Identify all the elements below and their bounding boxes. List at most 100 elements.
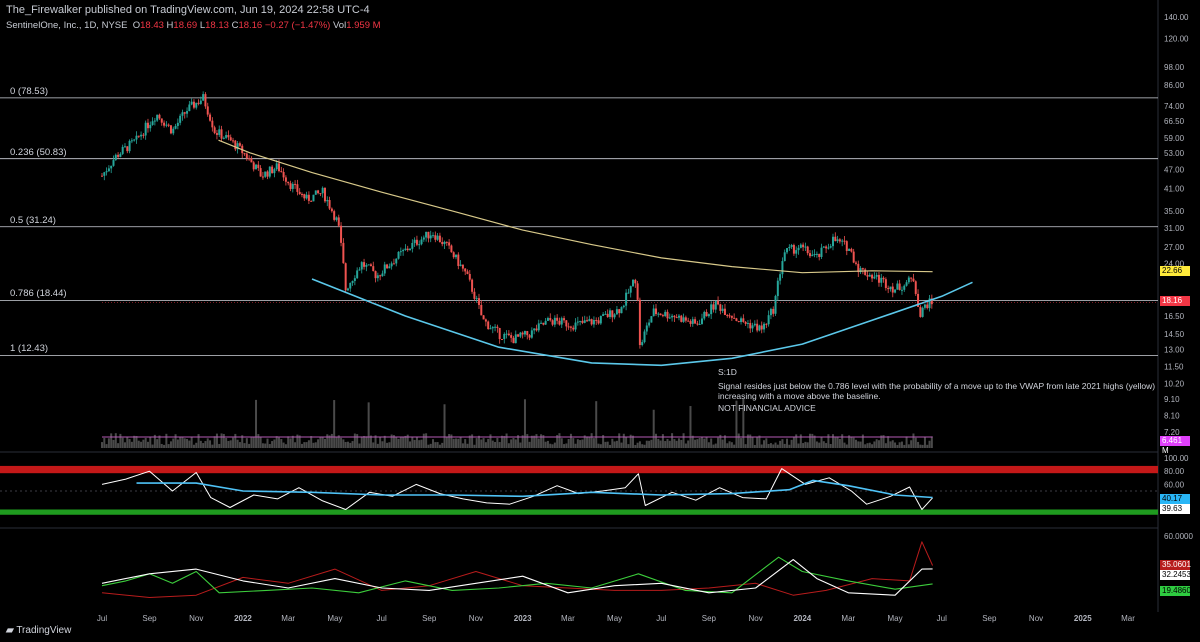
volume-bar (452, 438, 455, 448)
candle-body (861, 268, 864, 270)
volume-bar (735, 400, 738, 448)
volume-bar (517, 435, 520, 448)
volume-bar (296, 434, 299, 448)
candle-body (287, 181, 290, 184)
volume-bar (604, 441, 607, 448)
candle-body (530, 330, 533, 338)
candle-body (625, 292, 628, 306)
dmi-plus-line (101, 556, 933, 594)
candle-body (751, 325, 754, 329)
volume-bar (199, 440, 202, 448)
candle-body (386, 264, 389, 269)
candle-body (179, 115, 182, 123)
candle-body (834, 236, 837, 242)
volume-bar (726, 443, 729, 448)
tradingview-logo-icon: ▰ (6, 625, 14, 636)
volume-bar (323, 438, 326, 448)
candle-body (712, 304, 715, 310)
volume-bar (829, 444, 832, 448)
volume-bar (457, 438, 460, 448)
annotation-disclaimer: NOT FINANCIAL ADVICE (718, 403, 816, 413)
candle-body (551, 320, 554, 325)
volume-bar (190, 436, 193, 448)
volume-bar (291, 435, 294, 448)
volume-bar (740, 438, 743, 448)
volume-value: 1.959 M (346, 20, 381, 31)
volume-bar (213, 436, 216, 448)
candle-body (912, 278, 915, 282)
volume-bar (275, 436, 278, 448)
candle-body (818, 253, 821, 257)
candle-body (907, 277, 910, 283)
candle-body (928, 298, 931, 309)
volume-bar (737, 433, 740, 448)
candle-body (455, 254, 458, 258)
candle-body (804, 246, 807, 248)
time-tick-label: Sep (142, 614, 157, 623)
candle-body (730, 315, 733, 318)
price-tick-label: 24.00 (1164, 260, 1185, 269)
volume-bar (268, 444, 271, 448)
price-tick-label: 14.50 (1164, 330, 1185, 339)
candle-body (356, 270, 359, 279)
candle-body (227, 135, 230, 138)
candle-body (340, 225, 343, 243)
candle-body (429, 235, 432, 239)
volume-bar (503, 436, 506, 448)
volume-bar (576, 439, 579, 448)
candle-body (358, 269, 361, 271)
candle-body (128, 140, 131, 152)
candle-body (850, 248, 853, 252)
volume-bar (117, 443, 120, 448)
candle-body (767, 315, 770, 325)
volume-bar (530, 435, 533, 448)
candle-body (328, 200, 331, 209)
dmi-plus-badge: 19.4860 (1160, 586, 1191, 596)
volume-bar (841, 434, 844, 448)
candle-body (811, 254, 814, 257)
candle-body (659, 313, 662, 316)
candle-body (859, 268, 862, 273)
candle-body (723, 308, 726, 316)
candle-body (742, 318, 745, 322)
volume-bar (434, 442, 437, 448)
volume-bar (287, 436, 290, 448)
volume-bar (673, 439, 676, 448)
volume-bar (367, 402, 370, 448)
volume-bar (806, 442, 809, 448)
volume-bar (618, 433, 621, 448)
candle-body (809, 253, 812, 257)
time-tick-label: May (607, 614, 622, 623)
candle-body (349, 282, 352, 289)
candle-body (365, 265, 368, 267)
candle-body (514, 334, 517, 344)
time-tick-label: Nov (189, 614, 203, 623)
volume-bar (448, 434, 451, 448)
time-tick-label: Jul (937, 614, 947, 623)
volume-bar (648, 440, 651, 448)
candle-body (395, 258, 398, 264)
volume-bar (422, 433, 425, 448)
annotation-body: Signal resides just below the 0.786 leve… (718, 381, 1156, 401)
candle-body (392, 263, 395, 265)
candle-body (441, 241, 444, 245)
candle-body (845, 241, 848, 251)
candle-body (772, 308, 775, 314)
price-tick-label: 74.00 (1164, 102, 1185, 111)
volume-bar (156, 439, 159, 448)
candle-body (255, 164, 258, 170)
candle-body (374, 271, 377, 279)
candle-body (204, 94, 207, 107)
volume-bar (144, 437, 147, 448)
volume-bar (887, 436, 890, 448)
candle-body (632, 279, 635, 287)
volume-bar (466, 443, 469, 448)
volume-bar (473, 444, 476, 448)
price-tick-label: 86.00 (1164, 81, 1185, 90)
volume-bar (730, 442, 733, 448)
candle-body (119, 153, 122, 157)
volume-bar (602, 435, 605, 448)
candle-body (797, 247, 800, 251)
rsi-tick-label: 60.00 (1164, 480, 1185, 489)
